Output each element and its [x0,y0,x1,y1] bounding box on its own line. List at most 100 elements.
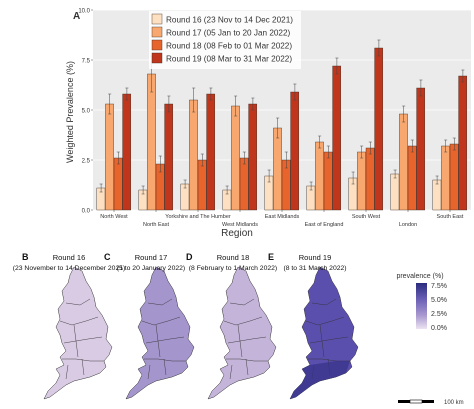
bar [407,145,417,211]
bar [357,151,366,211]
region-border [227,336,267,344]
legend-swatch [151,39,163,51]
region-border [229,364,233,380]
england-map [207,266,277,400]
map-b [43,266,113,400]
x-axis-ticks: North West North East Yorkshire and The Hu… [100,210,464,228]
bar [105,103,114,211]
region-border [319,324,325,358]
bar [290,91,300,211]
region-border [237,324,243,358]
map-letter: E [268,252,274,262]
map-d [207,266,277,400]
bar [374,47,384,211]
legend-label: Round 18 (08 Feb to 01 Mar 2022) [166,42,292,51]
scale-bar: 100 km [398,399,464,406]
map-c [125,266,195,400]
bar [323,151,333,211]
legend-label: Round 16 (23 Nov to 14 Dec 2021) [166,16,293,25]
region-border [62,358,104,362]
bar [441,145,450,211]
region-border [311,298,337,306]
scale-seg [422,400,434,403]
region-border [65,298,91,306]
region-border [65,364,69,380]
map-header: E Round 19 (8 to 31 March 2022) [268,252,347,272]
bar [147,73,156,211]
region-border [245,358,249,376]
region-border [63,336,103,344]
map-subtitle: (8 to 31 March 2022) [283,265,346,272]
legend-tick: 7.5% [431,283,447,290]
map-title: Round 19 [299,253,332,262]
bar [197,159,207,211]
legend-gradient [416,283,427,329]
scale-seg [409,399,423,404]
region-border [81,358,85,376]
bar [458,75,468,211]
region-border [163,358,167,376]
x-tick-label: East Midlands [265,214,300,220]
scale-label: 100 km [444,400,464,406]
x-tick-label: North West [100,214,128,220]
bar [315,141,324,211]
map-title: Round 16 [53,253,86,262]
legend-label: Round 17 (05 Jan to 20 Jan 2022) [166,29,291,38]
chart-legend: Round 16 (23 Nov to 14 Dec 2021) Round 17… [149,11,301,69]
bar [239,157,249,211]
bar [332,65,342,211]
maps-row: B Round 16 (23 November to 14 December 202… [13,252,359,400]
region-border [305,316,345,326]
map-shade [290,361,350,399]
legend-swatch [151,52,163,64]
legend-background [149,11,301,69]
map-header: B Round 16 (23 November to 14 December 202… [13,252,126,272]
map-header: C Round 17 (5 to 20 January 2022) [104,252,185,272]
region-border [229,298,255,306]
bar [273,127,282,211]
bar [189,99,198,211]
scale-seg [398,400,410,403]
bar [113,157,123,211]
map-subtitle: (8 February to 1 March 2022) [189,265,277,272]
region-border [309,336,349,344]
region-border [144,358,186,362]
legend-tick: 5.0% [431,297,447,304]
region-border [145,336,185,344]
y-tick-label: 5.0 [82,109,91,115]
region-border [73,324,79,358]
bar [231,105,240,211]
bar [122,93,131,211]
x-tick-label: North East [143,222,169,228]
x-axis-label: Region [221,228,253,239]
bar [390,173,400,211]
x-tick-label: West Midlands [222,222,258,228]
y-axis-ticks: 0.0 2.5 5.0 7.5 10.0 [78,9,93,215]
x-tick-label: South East [437,214,464,220]
map-subtitle: (23 November to 14 December 2021) [13,265,126,272]
map-letter: B [22,252,29,262]
legend-swatch [151,13,163,25]
x-tick-label: Yorkshire and The Humber [165,214,231,220]
bar [449,143,459,211]
bar-chart: 0.0 2.5 5.0 7.5 10.0 North West North East Yor… [65,9,471,239]
region-border [141,316,181,326]
map-title: Round 17 [135,253,168,262]
y-tick-label: 0.0 [82,209,91,215]
legend-tick: 0.0% [431,325,447,332]
y-tick-label: 7.5 [82,59,91,65]
legend-tick: 2.5% [431,311,447,318]
region-border [147,298,173,306]
map-letter: C [104,252,111,262]
legend-label: Round 19 (08 Mar to 31 Mar 2022) [166,55,292,64]
bar [248,103,258,211]
map-subtitle: (5 to 20 January 2022) [117,265,185,272]
bar [416,87,426,211]
region-border [59,316,99,326]
x-tick-label: London [399,222,417,228]
region-border [155,324,161,358]
bar [164,103,174,211]
y-tick-label: 10.0 [78,9,90,15]
